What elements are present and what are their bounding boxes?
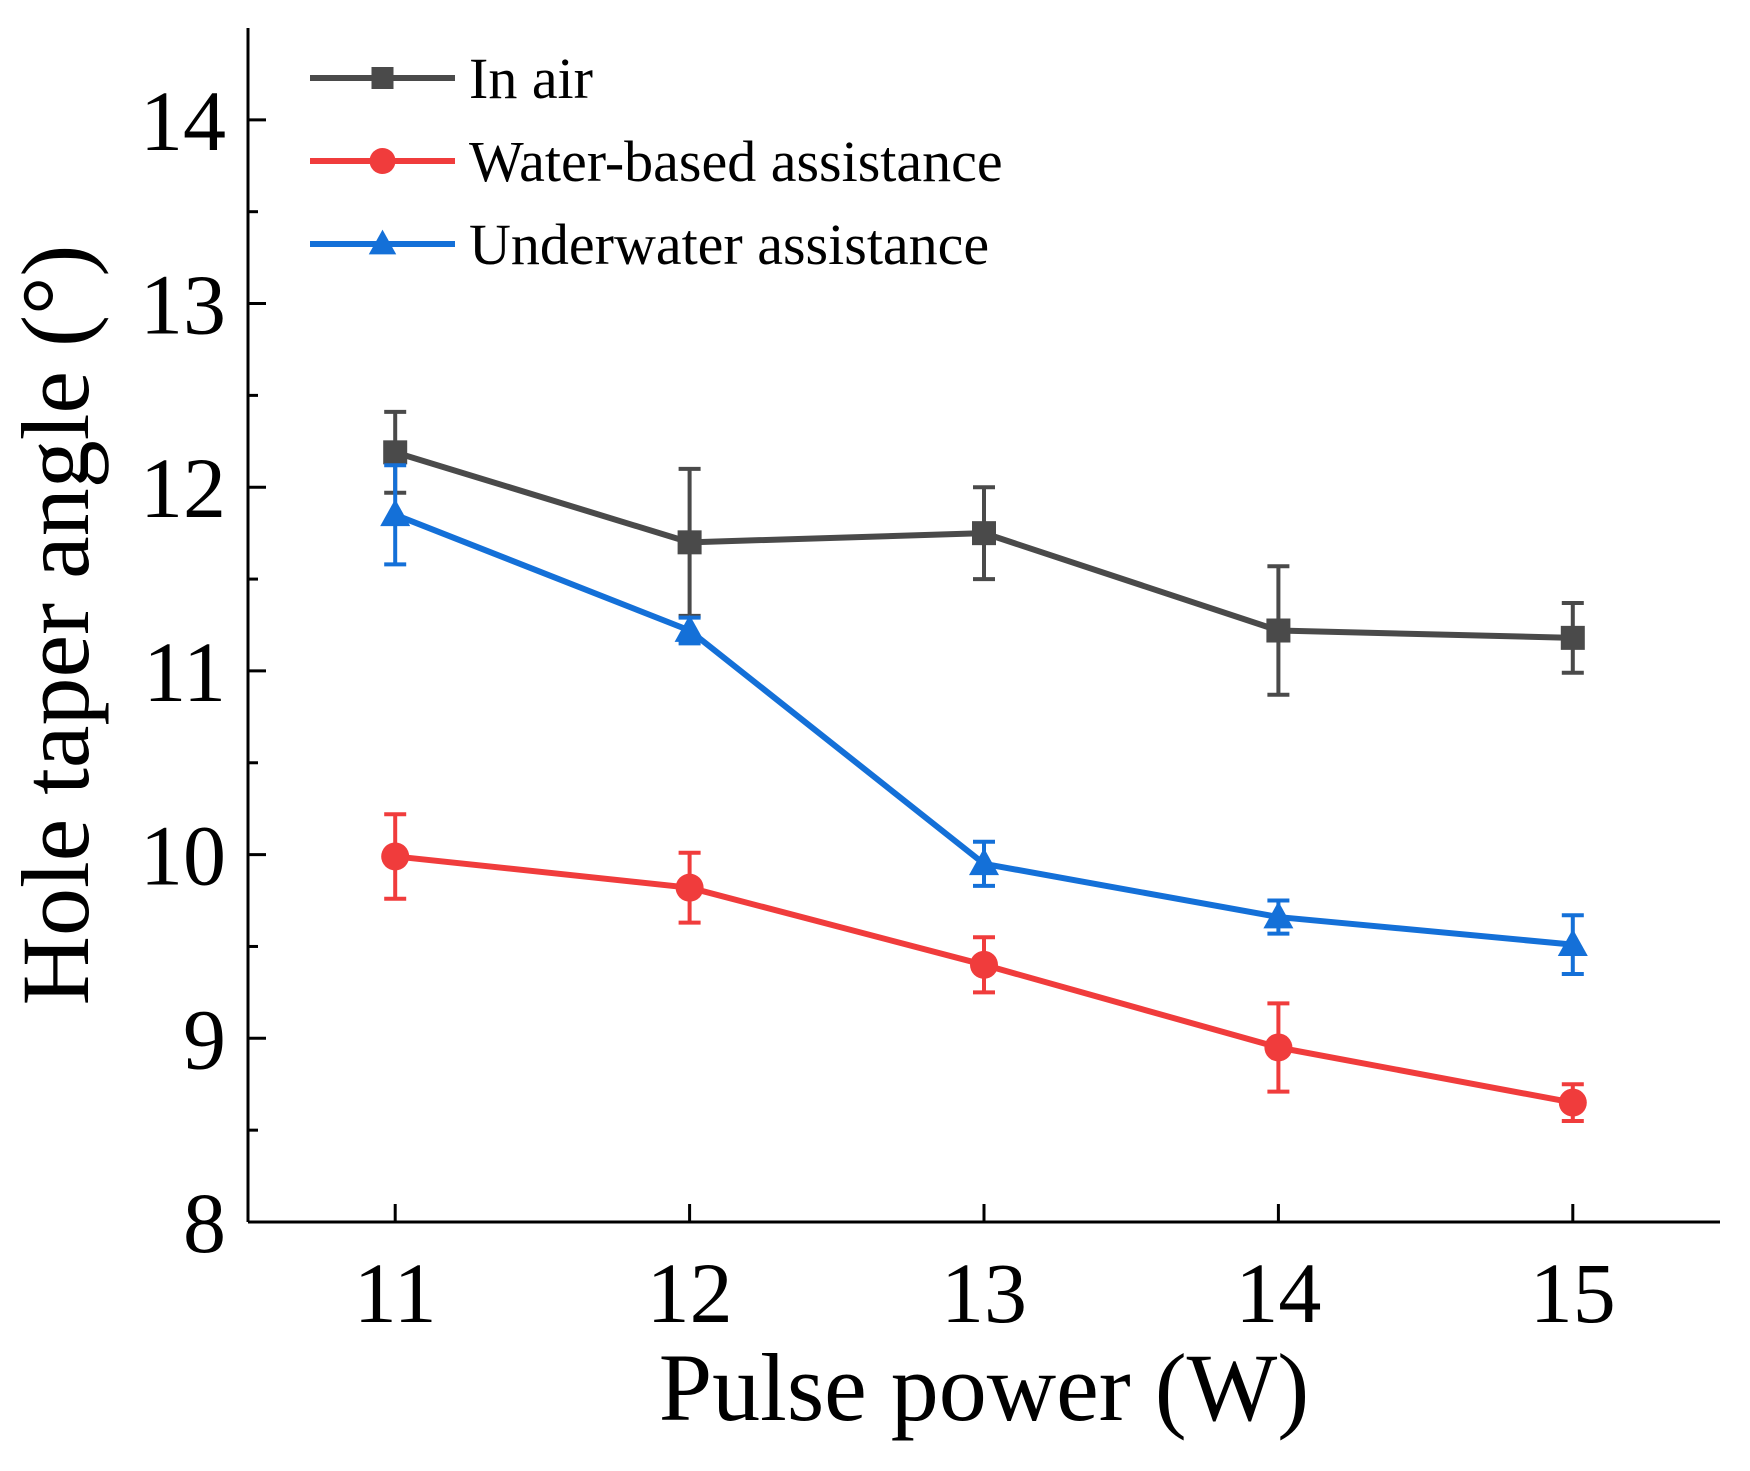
axes	[246, 28, 1720, 1224]
data-point	[969, 848, 999, 876]
legend-marker	[368, 229, 397, 255]
legend-item: Water-based assistance	[310, 129, 1003, 194]
y-axis-title: Hole taper angle (°)	[2, 245, 109, 1006]
series-2	[380, 463, 1588, 977]
y-tick-label: 11	[143, 624, 226, 720]
legend-item: In air	[310, 46, 593, 111]
y-tick-label: 13	[140, 257, 226, 353]
legend-marker	[369, 148, 396, 174]
y-axis-ticks: 8 9 10 11 12 13 14	[140, 73, 266, 1271]
data-point	[1264, 1033, 1293, 1062]
x-tick-label: 13	[941, 1245, 1027, 1341]
data-point	[1263, 901, 1294, 929]
series-layer	[380, 409, 1588, 1123]
y-tick-label: 8	[183, 1175, 226, 1271]
legend-marker	[371, 67, 394, 89]
data-point	[1266, 618, 1291, 643]
y-tick-label: 12	[140, 440, 226, 536]
series-0	[383, 409, 1585, 697]
x-axis-title: Pulse power (W)	[659, 1334, 1309, 1441]
y-tick-label: 14	[140, 73, 226, 169]
data-point	[381, 842, 410, 871]
data-point	[677, 530, 702, 555]
y-tick-label: 10	[140, 808, 226, 904]
data-point	[383, 440, 408, 465]
legend-label: Water-based assistance	[469, 129, 1003, 194]
data-point	[1557, 929, 1588, 956]
x-tick-label: 12	[647, 1245, 733, 1341]
data-point	[970, 950, 998, 979]
legend-label: Underwater assistance	[469, 212, 989, 277]
legend: In air Water-based assistance Underwater a…	[310, 46, 1003, 277]
data-point	[675, 873, 704, 902]
data-point	[674, 614, 705, 642]
data-point	[1558, 1088, 1587, 1117]
x-tick-label: 14	[1235, 1245, 1321, 1341]
data-point	[972, 521, 996, 546]
series-1	[381, 812, 1587, 1123]
y-tick-label: 9	[183, 991, 226, 1087]
x-tick-label: 15	[1530, 1245, 1616, 1341]
legend-label: In air	[469, 46, 593, 111]
data-point	[380, 499, 411, 527]
x-axis-ticks: 11 12 13 14 15	[354, 1204, 1616, 1341]
data-point	[1560, 625, 1585, 650]
x-tick-label: 11	[354, 1245, 437, 1341]
legend-item: Underwater assistance	[310, 212, 989, 277]
